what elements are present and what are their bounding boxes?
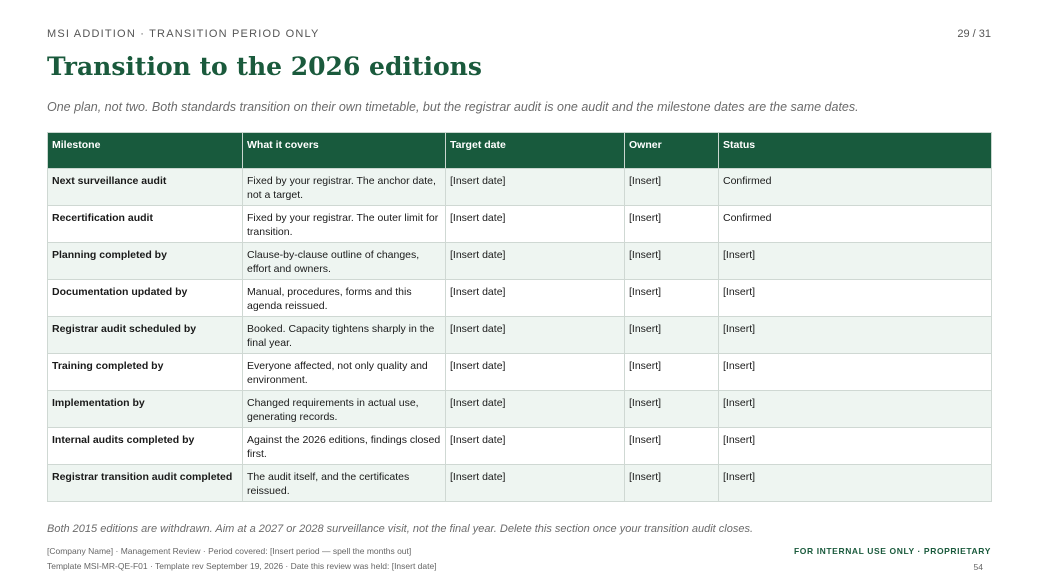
owner-cell: [Insert] [624, 279, 719, 317]
page-subtitle: One plan, not two. Both standards transi… [47, 100, 859, 114]
target-date-cell: [Insert date] [445, 390, 625, 428]
covers-cell: Everyone affected, not only quality and … [242, 353, 446, 391]
target-date-cell: [Insert date] [445, 316, 625, 354]
covers-cell: Clause-by-clause outline of changes, eff… [242, 242, 446, 280]
footer-classification: FOR INTERNAL USE ONLY · PROPRIETARY [793, 546, 991, 556]
column-header-milestone: Milestone [47, 132, 243, 169]
section-eyebrow: MSI ADDITION · TRANSITION PERIOD ONLY [47, 28, 320, 40]
footnote: Both 2015 editions are withdrawn. Aim at… [47, 523, 754, 535]
milestone-cell: Implementation by [47, 390, 243, 428]
milestone-cell: Registrar transition audit completed [47, 464, 243, 502]
milestone-cell: Internal audits completed by [47, 427, 243, 465]
covers-cell: Booked. Capacity tightens sharply in the… [242, 316, 446, 354]
table-row: Planning completed by Clause-by-clause o… [47, 242, 992, 280]
page-title: Transition to the 2026 editions [47, 52, 482, 81]
column-header-status: Status [718, 132, 992, 169]
target-date-cell: [Insert date] [445, 464, 625, 502]
covers-cell: The audit itself, and the certificates r… [242, 464, 446, 502]
owner-cell: [Insert] [624, 168, 719, 206]
milestone-cell: Documentation updated by [47, 279, 243, 317]
status-cell: [Insert] [718, 242, 992, 280]
target-date-cell: [Insert date] [445, 242, 625, 280]
table-header-row: Milestone What it covers Target date Own… [47, 132, 992, 169]
status-cell: [Insert] [718, 427, 992, 465]
table-row: Recertification audit Fixed by your regi… [47, 205, 992, 243]
milestone-cell: Registrar audit scheduled by [47, 316, 243, 354]
table-row: Registrar audit scheduled by Booked. Cap… [47, 316, 992, 354]
status-cell: [Insert] [718, 353, 992, 391]
milestone-cell: Planning completed by [47, 242, 243, 280]
status-cell: [Insert] [718, 390, 992, 428]
covers-cell: Manual, procedures, forms and this agend… [242, 279, 446, 317]
owner-cell: [Insert] [624, 390, 719, 428]
owner-cell: [Insert] [624, 464, 719, 502]
owner-cell: [Insert] [624, 205, 719, 243]
footer-template-line: Template MSI-MR-QE-F01 · Template rev Se… [47, 561, 437, 571]
covers-cell: Changed requirements in actual use, gene… [242, 390, 446, 428]
table-row: Documentation updated by Manual, procedu… [47, 279, 992, 317]
target-date-cell: [Insert date] [445, 427, 625, 465]
table-row: Next surveillance audit Fixed by your re… [47, 168, 992, 206]
footer-page-number: 54 [973, 562, 983, 572]
target-date-cell: [Insert date] [445, 353, 625, 391]
covers-cell: Fixed by your registrar. The anchor date… [242, 168, 446, 206]
table-row: Registrar transition audit completed The… [47, 464, 992, 502]
covers-cell: Against the 2026 editions, findings clos… [242, 427, 446, 465]
column-header-covers: What it covers [242, 132, 446, 169]
column-header-target-date: Target date [445, 132, 625, 169]
milestone-table: Milestone What it covers Target date Own… [47, 132, 992, 502]
status-cell: Confirmed [718, 205, 992, 243]
target-date-cell: [Insert date] [445, 279, 625, 317]
page-counter: 29 / 31 [957, 28, 991, 40]
column-header-owner: Owner [624, 132, 719, 169]
status-cell: [Insert] [718, 279, 992, 317]
footer-company-line: [Company Name] · Management Review · Per… [47, 546, 412, 556]
target-date-cell: [Insert date] [445, 205, 625, 243]
table-row: Training completed by Everyone affected,… [47, 353, 992, 391]
milestone-cell: Recertification audit [47, 205, 243, 243]
owner-cell: [Insert] [624, 316, 719, 354]
status-cell: [Insert] [718, 316, 992, 354]
table-row: Implementation by Changed requirements i… [47, 390, 992, 428]
status-cell: Confirmed [718, 168, 992, 206]
milestone-cell: Next surveillance audit [47, 168, 243, 206]
milestone-cell: Training completed by [47, 353, 243, 391]
owner-cell: [Insert] [624, 427, 719, 465]
owner-cell: [Insert] [624, 242, 719, 280]
status-cell: [Insert] [718, 464, 992, 502]
owner-cell: [Insert] [624, 353, 719, 391]
target-date-cell: [Insert date] [445, 168, 625, 206]
table-row: Internal audits completed by Against the… [47, 427, 992, 465]
covers-cell: Fixed by your registrar. The outer limit… [242, 205, 446, 243]
